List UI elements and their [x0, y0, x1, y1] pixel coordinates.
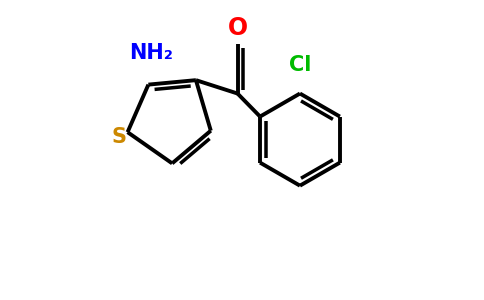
Text: Cl: Cl — [289, 55, 311, 75]
Text: NH₂: NH₂ — [129, 44, 173, 63]
Text: O: O — [227, 16, 248, 40]
Text: S: S — [111, 127, 126, 147]
